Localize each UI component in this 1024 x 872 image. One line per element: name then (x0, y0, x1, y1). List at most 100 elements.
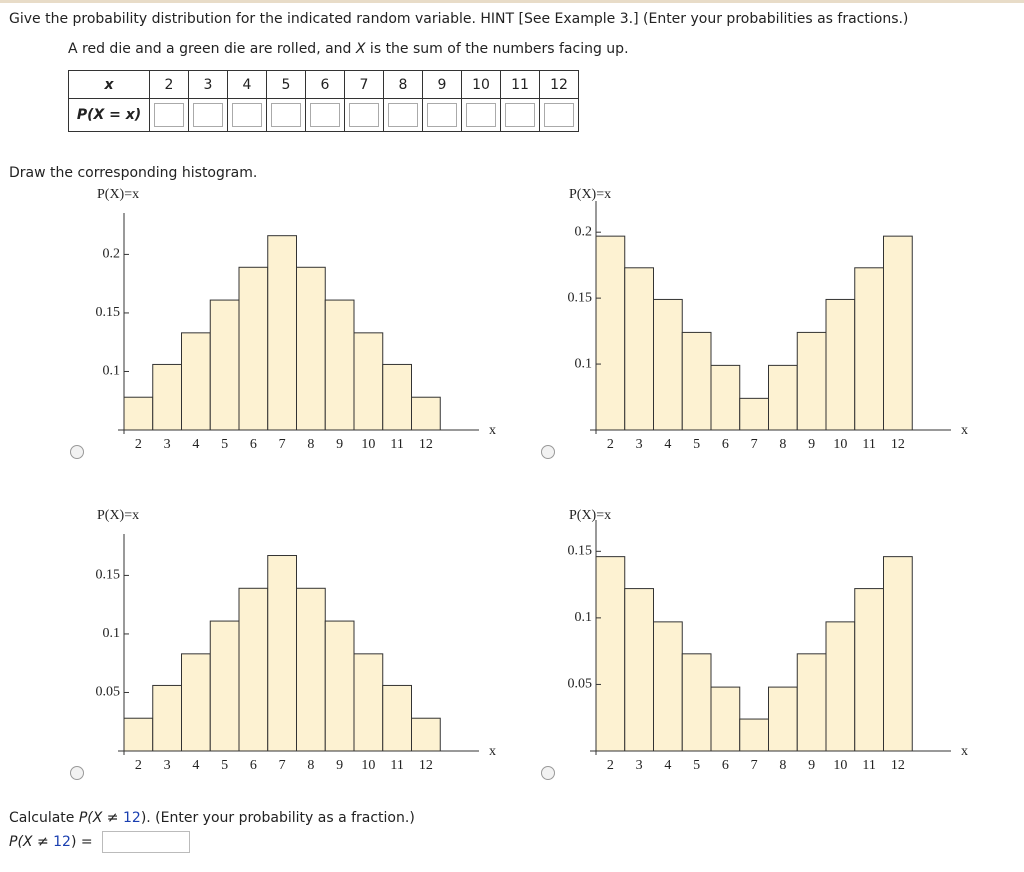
bar (768, 686, 798, 752)
y-tick-label: 0.15 (96, 568, 121, 583)
table-cell: 3 (188, 70, 228, 99)
bar (739, 397, 769, 431)
x-tick-label: 2 (135, 437, 142, 452)
x-tick-label: 11 (390, 758, 403, 773)
y-tick-label: 0.1 (103, 364, 121, 379)
x-tick-label: 7 (751, 437, 758, 452)
bar (209, 299, 240, 431)
x-axis-label: x (961, 744, 968, 759)
x-tick-label: 8 (779, 758, 786, 773)
bar (624, 588, 654, 752)
bar (595, 235, 626, 431)
histogram-prompt: Draw the corresponding histogram. (9, 165, 258, 181)
probability-input[interactable] (544, 103, 574, 127)
bar (411, 396, 441, 431)
table-cell (500, 98, 540, 132)
bar (296, 587, 326, 752)
bar (152, 363, 182, 431)
bar (181, 653, 211, 752)
question-text: Give the probability distribution for th… (9, 11, 909, 27)
variable: X (355, 41, 366, 57)
bar (324, 299, 355, 431)
table-cell (149, 98, 189, 132)
radio-button[interactable] (541, 445, 555, 459)
probability-input[interactable] (349, 103, 379, 127)
table-header-row: x 2 3 4 5 6 7 8 9 10 11 12 (68, 70, 579, 99)
x-axis-label: x (489, 423, 496, 438)
bar (653, 621, 683, 752)
probability-input[interactable] (427, 103, 457, 127)
table-cell (383, 98, 423, 132)
number: 12 (53, 834, 71, 850)
bar (595, 556, 626, 752)
radio-button[interactable] (70, 766, 84, 780)
text: ) = (70, 834, 93, 850)
radio-button[interactable] (70, 445, 84, 459)
table-cell: 9 (422, 70, 462, 99)
x-tick-label: 2 (135, 758, 142, 773)
bar (382, 363, 412, 431)
probability-input[interactable] (271, 103, 301, 127)
x-tick-label: 3 (636, 758, 643, 773)
probability-input[interactable] (466, 103, 496, 127)
x-tick-label: 8 (307, 437, 314, 452)
table-cell: 6 (305, 70, 345, 99)
x-tick-label: 8 (779, 437, 786, 452)
top-border (0, 0, 1024, 3)
y-tick-label: 0.1 (575, 356, 593, 371)
text: ). (Enter your probability as a fraction… (140, 810, 415, 826)
probability-input[interactable] (388, 103, 418, 127)
bar (883, 556, 913, 752)
y-axis-label: P(X)=x (97, 187, 139, 202)
probability-input[interactable] (505, 103, 535, 127)
x-tick-label: 10 (361, 437, 375, 452)
probability-input[interactable] (193, 103, 223, 127)
bar (624, 267, 654, 431)
text: is the sum of the numbers facing up. (365, 41, 629, 57)
y-tick-label: 0.05 (96, 685, 121, 700)
table-cell: 7 (344, 70, 384, 99)
x-tick-label: 5 (221, 758, 228, 773)
probability-input[interactable] (154, 103, 184, 127)
bar (152, 684, 182, 752)
distribution-table: x 2 3 4 5 6 7 8 9 10 11 12 P(X = x) (68, 70, 579, 132)
bar (238, 587, 269, 752)
x-tick-label: 11 (862, 758, 875, 773)
table-cell (422, 98, 462, 132)
bar (796, 653, 827, 752)
y-tick-label: 0.2 (103, 247, 121, 262)
bar (123, 396, 154, 431)
bar (181, 332, 211, 431)
bar (653, 298, 683, 431)
bar (710, 364, 741, 431)
probability-input[interactable] (310, 103, 340, 127)
calculate-prompt: Calculate P(X ≠ 12). (Enter your probabi… (9, 810, 415, 826)
bar (825, 621, 856, 752)
y-tick-label: 0.15 (568, 290, 593, 305)
x-tick-label: 11 (862, 437, 875, 452)
answer-input[interactable] (102, 831, 190, 853)
x-tick-label: 6 (250, 758, 257, 773)
bar (739, 718, 769, 752)
probability-input[interactable] (232, 103, 262, 127)
table-cell (461, 98, 501, 132)
bar (710, 686, 741, 752)
number: 12 (122, 810, 141, 826)
bar (796, 331, 827, 431)
text: A red die and a green die are rolled, an… (68, 41, 356, 57)
y-tick-label: 0.1 (575, 610, 593, 625)
x-tick-label: 8 (307, 758, 314, 773)
y-tick-label: 0.1 (103, 626, 121, 641)
y-axis-label: P(X)=x (569, 187, 611, 202)
table-cell (344, 98, 384, 132)
answer-label: P(X ≠ 12) = (9, 834, 93, 850)
x-tick-label: 5 (693, 758, 700, 773)
y-axis-label: P(X)=x (569, 508, 611, 523)
x-tick-label: 7 (279, 758, 286, 773)
x-axis-label: x (961, 423, 968, 438)
bar (681, 653, 712, 752)
x-tick-label: 2 (607, 758, 614, 773)
x-tick-label: 4 (664, 758, 671, 773)
x-tick-label: 11 (390, 437, 403, 452)
radio-button[interactable] (541, 766, 555, 780)
